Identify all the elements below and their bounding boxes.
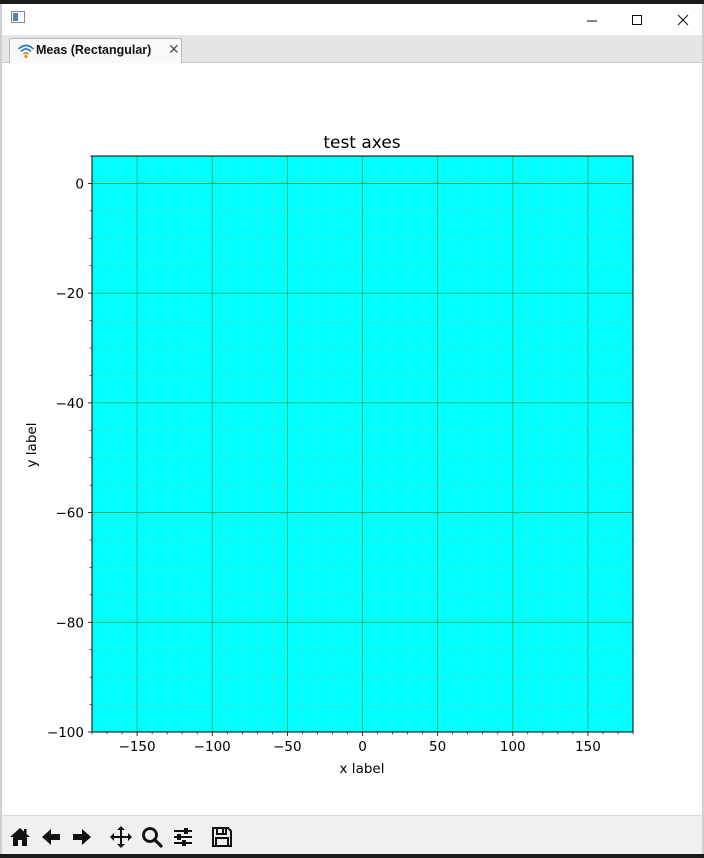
window-bottom-border: [0, 854, 704, 858]
y-tick-label: −20: [56, 286, 85, 302]
forward-arrow-icon: [73, 829, 91, 845]
window-right-border: [702, 4, 704, 854]
x-tick-label: −100: [194, 739, 231, 755]
chart-title: test axes: [323, 133, 400, 153]
close-icon: [677, 14, 689, 25]
x-axis-label: x label: [340, 761, 385, 777]
y-tick-label: −40: [56, 396, 85, 412]
tab-meas-rectangular[interactable]: Meas (Rectangular) ✕: [9, 38, 182, 63]
minimize-icon: [587, 20, 597, 21]
x-tick-label: 0: [358, 739, 367, 755]
zoom-magnifier-icon: [142, 827, 163, 848]
window-left-border: [0, 4, 2, 854]
app-window-icon: [11, 11, 25, 23]
configure-subplots-button[interactable]: [170, 824, 196, 850]
y-tick-label: 0: [75, 176, 84, 192]
y-axis-label: y label: [24, 423, 40, 468]
pan-button[interactable]: [108, 824, 134, 850]
y-tick-label: −80: [56, 615, 85, 631]
x-tick-label: 100: [500, 739, 526, 755]
home-button[interactable]: [7, 824, 33, 850]
wifi-signal-icon: [17, 44, 35, 59]
tab-bar: Meas (Rectangular) ✕: [2, 35, 702, 63]
subplot-config-icon: [174, 828, 192, 846]
plot-canvas[interactable]: −150 −100 −50 0 50 100 150 0 −20 −40 −60 −80 −100 te…: [2, 63, 702, 815]
close-window-button[interactable]: [660, 4, 704, 35]
save-disk-icon: [212, 827, 232, 847]
home-icon: [10, 828, 30, 846]
zoom-button[interactable]: [139, 824, 165, 850]
window-titlebar[interactable]: [2, 4, 702, 35]
tab-close-icon[interactable]: ✕: [168, 42, 180, 58]
back-arrow-icon: [42, 829, 60, 845]
maximize-icon: [632, 14, 642, 25]
pan-move-icon: [110, 826, 132, 848]
y-tick-label: −100: [47, 725, 84, 741]
minimize-button[interactable]: [569, 4, 615, 35]
window-top-border: [0, 0, 704, 4]
maximize-button[interactable]: [614, 4, 660, 35]
plot-frame: [91, 155, 634, 733]
x-tick-label: 50: [429, 739, 446, 755]
tab-label: Meas (Rectangular): [36, 43, 152, 57]
save-button[interactable]: [209, 824, 235, 850]
x-tick-label: −50: [273, 739, 302, 755]
forward-button[interactable]: [69, 824, 95, 850]
navigation-toolbar: [2, 815, 702, 854]
chart-svg[interactable]: −150 −100 −50 0 50 100 150 0 −20 −40 −60 −80 −100 te…: [2, 63, 702, 815]
x-tick-label: −150: [119, 739, 156, 755]
y-tick-label: −60: [56, 506, 85, 522]
x-tick-label: 150: [575, 739, 601, 755]
back-button[interactable]: [38, 824, 64, 850]
